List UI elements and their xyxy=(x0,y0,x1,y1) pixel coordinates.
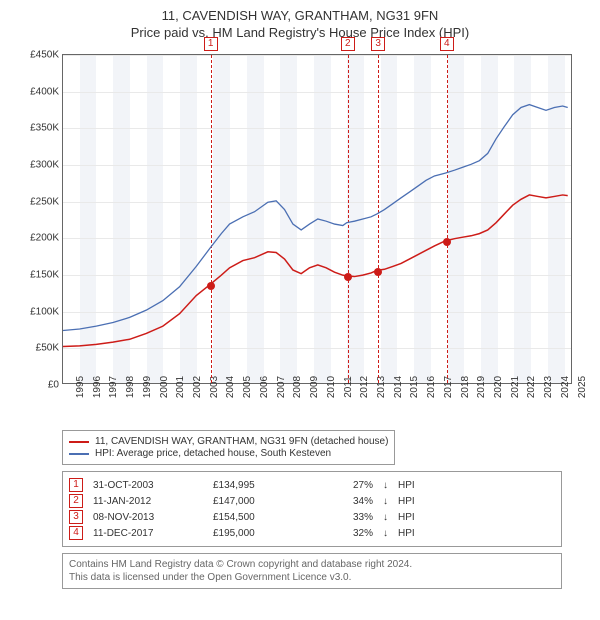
row-marker-box: 3 xyxy=(69,510,83,524)
footer-line-2: This data is licensed under the Open Gov… xyxy=(69,571,555,584)
legend-item: 11, CAVENDISH WAY, GRANTHAM, NG31 9FN (d… xyxy=(69,436,388,447)
row-date: 11-JAN-2012 xyxy=(93,496,203,507)
y-axis-label: £300K xyxy=(30,160,59,171)
title-line-1: 11, CAVENDISH WAY, GRANTHAM, NG31 9FN xyxy=(10,8,590,23)
marker-label-box: 1 xyxy=(204,37,218,51)
footer-attribution: Contains HM Land Registry data © Crown c… xyxy=(62,553,562,589)
y-axis-label: £350K xyxy=(30,123,59,134)
row-price: £134,995 xyxy=(213,480,303,491)
chart-title-block: 11, CAVENDISH WAY, GRANTHAM, NG31 9FN Pr… xyxy=(10,8,590,40)
row-price: £154,500 xyxy=(213,512,303,523)
row-marker-box: 2 xyxy=(69,494,83,508)
series-red xyxy=(63,195,568,347)
row-pct: 33% xyxy=(313,512,373,523)
marker-label-box: 2 xyxy=(341,37,355,51)
row-price: £147,000 xyxy=(213,496,303,507)
transactions-table: 1 31-OCT-2003 £134,995 27% ↓ HPI 2 11-JAN-2012 £… xyxy=(62,471,562,547)
row-hpi-label: HPI xyxy=(398,528,448,539)
legend-label: HPI: Average price, detached house, Sout… xyxy=(95,448,331,459)
y-axis-label: £200K xyxy=(30,233,59,244)
table-row: 3 08-NOV-2013 £154,500 33% ↓ HPI xyxy=(69,510,555,524)
down-arrow-icon: ↓ xyxy=(383,512,388,523)
table-row: 4 11-DEC-2017 £195,000 32% ↓ HPI xyxy=(69,526,555,540)
y-axis-label: £50K xyxy=(36,343,59,354)
row-date: 11-DEC-2017 xyxy=(93,528,203,539)
down-arrow-icon: ↓ xyxy=(383,480,388,491)
table-row: 1 31-OCT-2003 £134,995 27% ↓ HPI xyxy=(69,478,555,492)
row-marker-box: 4 xyxy=(69,526,83,540)
marker-dot xyxy=(443,238,451,246)
marker-dot xyxy=(374,268,382,276)
legend-label: 11, CAVENDISH WAY, GRANTHAM, NG31 9FN (d… xyxy=(95,436,388,447)
row-date: 31-OCT-2003 xyxy=(93,480,203,491)
row-marker-box: 1 xyxy=(69,478,83,492)
marker-label-box: 3 xyxy=(371,37,385,51)
marker-dot xyxy=(344,273,352,281)
down-arrow-icon: ↓ xyxy=(383,496,388,507)
y-axis-label: £250K xyxy=(30,196,59,207)
marker-label-box: 4 xyxy=(440,37,454,51)
title-line-2: Price paid vs. HM Land Registry's House … xyxy=(10,25,590,40)
legend-swatch xyxy=(69,453,89,455)
y-axis-label: £400K xyxy=(30,86,59,97)
y-axis-label: £450K xyxy=(30,50,59,61)
page-root: 11, CAVENDISH WAY, GRANTHAM, NG31 9FN Pr… xyxy=(0,0,600,620)
row-hpi-label: HPI xyxy=(398,512,448,523)
row-pct: 27% xyxy=(313,480,373,491)
footer-line-1: Contains HM Land Registry data © Crown c… xyxy=(69,558,555,571)
plot-region: £0£50K£100K£150K£200K£250K£300K£350K£400… xyxy=(62,54,572,384)
marker-dot xyxy=(207,282,215,290)
row-pct: 32% xyxy=(313,528,373,539)
chart-area: £0 £50K £100K £150K £200K £250K £300K £350K £400… xyxy=(20,46,580,426)
row-pct: 34% xyxy=(313,496,373,507)
row-price: £195,000 xyxy=(213,528,303,539)
line-series-layer xyxy=(63,55,571,383)
legend-item: HPI: Average price, detached house, Sout… xyxy=(69,448,388,459)
down-arrow-icon: ↓ xyxy=(383,528,388,539)
series-blue xyxy=(63,105,568,331)
row-hpi-label: HPI xyxy=(398,480,448,491)
table-row: 2 11-JAN-2012 £147,000 34% ↓ HPI xyxy=(69,494,555,508)
y-axis-label: £150K xyxy=(30,270,59,281)
legend-swatch xyxy=(69,441,89,443)
y-axis-label: £0 xyxy=(48,380,59,391)
row-date: 08-NOV-2013 xyxy=(93,512,203,523)
row-hpi-label: HPI xyxy=(398,496,448,507)
y-axis-label: £100K xyxy=(30,306,59,317)
legend: 11, CAVENDISH WAY, GRANTHAM, NG31 9FN (d… xyxy=(62,430,395,465)
